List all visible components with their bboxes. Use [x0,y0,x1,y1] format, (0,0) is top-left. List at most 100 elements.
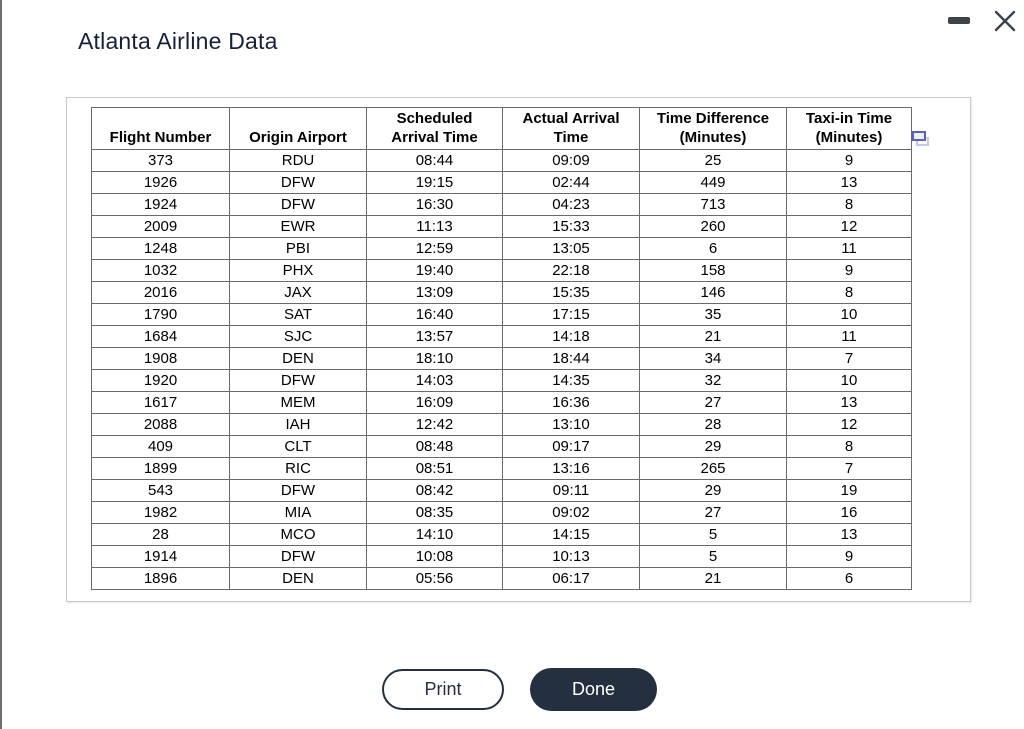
table-cell: 6 [786,567,912,590]
table-cell: 1617 [91,391,230,414]
table-cell: CLT [229,435,367,458]
table-cell: 1982 [91,501,230,524]
table-cell: DFW [229,193,367,216]
table-cell: 19 [786,479,912,502]
table-cell: 7 [786,457,912,480]
table-cell: IAH [229,413,367,436]
table-cell: 13:05 [502,237,640,260]
table-cell: 10 [786,369,912,392]
table-cell: 13:57 [366,325,503,348]
table-cell: 14:15 [502,523,640,546]
table-cell: 29 [639,435,787,458]
column-header: Taxi-in Time (Minutes) [786,107,912,150]
table-row: 1982 MIA 08:35 09:02 27 16 [91,501,912,524]
table-cell: 449 [639,171,787,194]
done-button[interactable]: Done [530,668,657,711]
table-cell: 28 [91,523,230,546]
table-cell: 08:44 [366,149,503,172]
table-cell: JAX [229,281,367,304]
copy-icon[interactable] [912,131,932,148]
table-cell: 1926 [91,171,230,194]
table-cell: 15:35 [502,281,640,304]
table-cell: 19:40 [366,259,503,282]
window-left-edge [0,0,2,729]
table-row: 1908 DEN 18:10 18:44 34 7 [91,347,912,370]
table-cell: 12:59 [366,237,503,260]
table-cell: 21 [639,567,787,590]
table-cell: 18:10 [366,347,503,370]
table-cell: 02:44 [502,171,640,194]
table-cell: 04:23 [502,193,640,216]
table-cell: 15:33 [502,215,640,238]
table-cell: 2016 [91,281,230,304]
column-header: Flight Number [91,107,230,150]
table-row: 1914 DFW 10:08 10:13 5 9 [91,545,912,568]
table-cell: 09:11 [502,479,640,502]
table-cell: 29 [639,479,787,502]
column-header: Scheduled Arrival Time [366,107,503,150]
table-cell: 16 [786,501,912,524]
table-cell: 35 [639,303,787,326]
table-cell: 13 [786,171,912,194]
table-row: 409 CLT 08:48 09:17 29 8 [91,435,912,458]
table-row: 2088 IAH 12:42 13:10 28 12 [91,413,912,436]
table-cell: 16:09 [366,391,503,414]
table-cell: 10:13 [502,545,640,568]
table-cell: 11 [786,325,912,348]
table-cell: 13:16 [502,457,640,480]
table-cell: DEN [229,347,367,370]
print-button[interactable]: Print [382,669,504,710]
table-cell: 14:35 [502,369,640,392]
table-cell: 16:40 [366,303,503,326]
table-cell: 1790 [91,303,230,326]
table-cell: 1248 [91,237,230,260]
table-cell: 16:36 [502,391,640,414]
table-cell: MEM [229,391,367,414]
table-header-row: Flight Number Origin Airport Scheduled Arri… [91,107,912,150]
table-cell: 1896 [91,567,230,590]
table-cell: 12 [786,215,912,238]
table-cell: 08:35 [366,501,503,524]
table-cell: 14:03 [366,369,503,392]
column-header: Time Difference (Minutes) [639,107,787,150]
table-cell: 1914 [91,545,230,568]
table-cell: 7 [786,347,912,370]
table-cell: 2009 [91,215,230,238]
table-cell: 12 [786,413,912,436]
close-icon[interactable] [992,8,1018,34]
table-cell: DFW [229,369,367,392]
table-cell: 18:44 [502,347,640,370]
table-cell: 11 [786,237,912,260]
table-cell: 2088 [91,413,230,436]
table-cell: SJC [229,325,367,348]
table-cell: 05:56 [366,567,503,590]
minimize-icon[interactable] [948,17,970,24]
table-cell: 8 [786,193,912,216]
table-row: 1032 PHX 19:40 22:18 158 9 [91,259,912,282]
table-cell: 27 [639,501,787,524]
table-row: 1617 MEM 16:09 16:36 27 13 [91,391,912,414]
table-cell: 5 [639,523,787,546]
table-row: 1248 PBI 12:59 13:05 6 11 [91,237,912,260]
table-cell: 09:09 [502,149,640,172]
table-cell: 9 [786,149,912,172]
table-cell: 14:18 [502,325,640,348]
table-row: 1924 DFW 16:30 04:23 713 8 [91,193,912,216]
table-cell: SAT [229,303,367,326]
table-cell: 1924 [91,193,230,216]
table-cell: 21 [639,325,787,348]
table-cell: 409 [91,435,230,458]
table-cell: DFW [229,479,367,502]
table-cell: 9 [786,259,912,282]
table-cell: 1032 [91,259,230,282]
table-cell: 1684 [91,325,230,348]
table-cell: 12:42 [366,413,503,436]
table-row: 543 DFW 08:42 09:11 29 19 [91,479,912,502]
table-cell: 25 [639,149,787,172]
table-cell: 9 [786,545,912,568]
table-cell: DFW [229,545,367,568]
column-header: Origin Airport [229,107,367,150]
table-cell: 10:08 [366,545,503,568]
table-row: 373 RDU 08:44 09:09 25 9 [91,149,912,172]
page-title: Atlanta Airline Data [78,28,278,54]
